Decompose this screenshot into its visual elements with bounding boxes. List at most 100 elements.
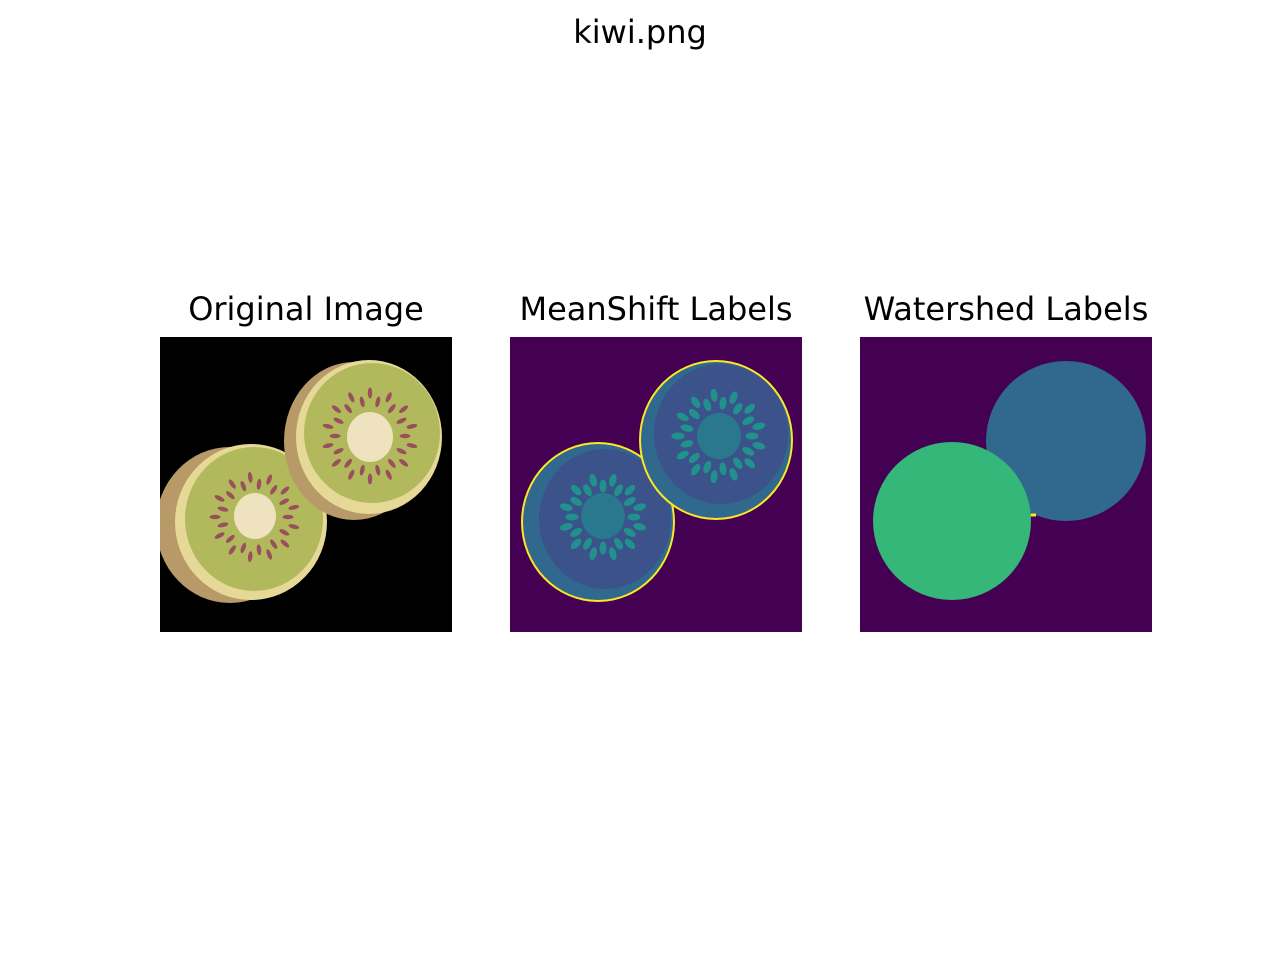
kiwi-seed bbox=[270, 485, 278, 495]
kiwi-seed bbox=[406, 423, 418, 429]
kiwi-seed bbox=[279, 498, 290, 505]
kiwi-seed bbox=[570, 484, 582, 496]
kiwi-seed bbox=[375, 464, 381, 476]
kiwi-seed bbox=[589, 473, 597, 487]
kiwi-seed bbox=[331, 405, 341, 414]
kiwi-seed bbox=[387, 404, 396, 414]
kiwi-seed bbox=[570, 538, 582, 550]
kiwi-seed bbox=[256, 544, 262, 556]
kiwi-seed bbox=[583, 537, 592, 550]
kiwi-seed bbox=[570, 528, 583, 537]
kiwi-seed bbox=[688, 452, 700, 463]
kiwi-seed bbox=[247, 551, 253, 563]
kiwi-seed bbox=[375, 396, 381, 408]
kiwi-seed bbox=[322, 443, 334, 449]
panel-title-watershed: Watershed Labels bbox=[863, 290, 1149, 328]
kiwi-seed bbox=[228, 479, 236, 489]
kiwi-seed bbox=[609, 547, 617, 561]
kiwi-seed bbox=[396, 448, 407, 455]
kiwi-seed bbox=[752, 442, 766, 450]
kiwi-seed bbox=[225, 534, 235, 543]
kiwi-seed bbox=[570, 497, 583, 506]
kiwi-seed bbox=[399, 405, 409, 414]
kiwi-seed bbox=[280, 486, 290, 495]
kiwi-seed bbox=[559, 523, 573, 531]
kiwi-seed bbox=[209, 514, 221, 520]
meanshift-label-map bbox=[510, 337, 802, 632]
kiwi-seed bbox=[240, 542, 247, 554]
kiwi-seed bbox=[225, 491, 235, 500]
kiwi-seed bbox=[396, 417, 407, 424]
meanshift-labels-panel bbox=[510, 337, 802, 632]
kiwi-seed bbox=[624, 538, 636, 550]
kiwi-seed bbox=[583, 484, 592, 497]
kiwi-seed bbox=[240, 480, 247, 492]
kiwi-seed bbox=[387, 458, 396, 468]
kiwi-seed bbox=[288, 504, 300, 510]
kiwi-seed bbox=[385, 469, 392, 480]
kiwi-seed bbox=[752, 422, 766, 430]
kiwi-seed bbox=[703, 460, 712, 474]
kiwi-seed bbox=[614, 484, 623, 497]
kiwi-seed bbox=[733, 403, 743, 415]
kiwi-seed bbox=[559, 503, 573, 511]
kiwi-seed bbox=[217, 506, 229, 512]
kiwi-seed bbox=[344, 458, 353, 468]
panel-title-meanshift: MeanShift Labels bbox=[519, 290, 793, 328]
kiwi-seed bbox=[624, 484, 636, 496]
kiwi-seed bbox=[329, 433, 341, 439]
panel-title-original: Original Image bbox=[188, 290, 424, 328]
kiwi-seed bbox=[627, 513, 641, 521]
kiwi-seed bbox=[333, 417, 344, 424]
kiwi-seed bbox=[247, 471, 253, 483]
kiwi-seed bbox=[745, 432, 759, 440]
kiwi-seed bbox=[729, 468, 738, 481]
kiwi-seed bbox=[719, 396, 727, 410]
kiwi-seed bbox=[599, 479, 607, 493]
kiwi-seed bbox=[623, 528, 636, 537]
kiwi-seed bbox=[680, 440, 694, 448]
kiwi-seed bbox=[266, 474, 273, 485]
kiwi-seed bbox=[691, 463, 701, 476]
kiwi-seed bbox=[331, 458, 341, 467]
watershed-labels-panel bbox=[860, 337, 1152, 632]
kiwi-seed bbox=[270, 539, 278, 549]
kiwi-seed bbox=[344, 404, 353, 414]
kiwi-seed bbox=[348, 392, 355, 403]
kiwi-seed bbox=[614, 537, 623, 550]
kiwi-seed bbox=[348, 469, 355, 480]
kiwi-seed bbox=[729, 391, 738, 404]
kiwi-seed bbox=[633, 503, 647, 511]
kiwi-seed bbox=[633, 523, 647, 531]
kiwi-seed bbox=[742, 446, 755, 456]
kiwi-seed bbox=[703, 398, 712, 412]
kiwi-seed bbox=[333, 448, 344, 455]
kiwi-seed bbox=[367, 473, 373, 485]
kiwi-seed bbox=[623, 497, 636, 506]
kiwi-seed bbox=[744, 458, 756, 469]
kiwi-seed bbox=[399, 433, 411, 439]
kiwi-seed bbox=[359, 464, 365, 476]
kiwi-seed bbox=[266, 549, 273, 560]
kiwi-seed bbox=[288, 524, 300, 530]
kiwi-seed bbox=[565, 513, 579, 521]
kiwi-seed bbox=[399, 458, 409, 467]
kiwi-seed bbox=[282, 514, 294, 520]
kiwi-seed bbox=[589, 547, 597, 561]
kiwi-seed bbox=[217, 522, 229, 528]
kiwi-seed bbox=[214, 532, 225, 539]
kiwi-seed bbox=[322, 423, 334, 429]
kiwi-seed bbox=[671, 432, 685, 440]
kiwi-seed bbox=[676, 412, 689, 422]
kiwi-seed bbox=[609, 473, 617, 487]
kiwi-seed bbox=[228, 545, 236, 555]
kiwi-seed bbox=[676, 450, 689, 460]
kiwi-seed bbox=[719, 462, 727, 476]
kiwi-seed bbox=[367, 387, 373, 399]
kiwi-seed bbox=[599, 541, 607, 555]
figure-suptitle: kiwi.png bbox=[573, 13, 707, 51]
kiwi-seed bbox=[710, 470, 718, 484]
kiwi-seed bbox=[688, 409, 700, 420]
kiwi-seed bbox=[733, 457, 743, 469]
kiwi-seed bbox=[280, 539, 290, 548]
